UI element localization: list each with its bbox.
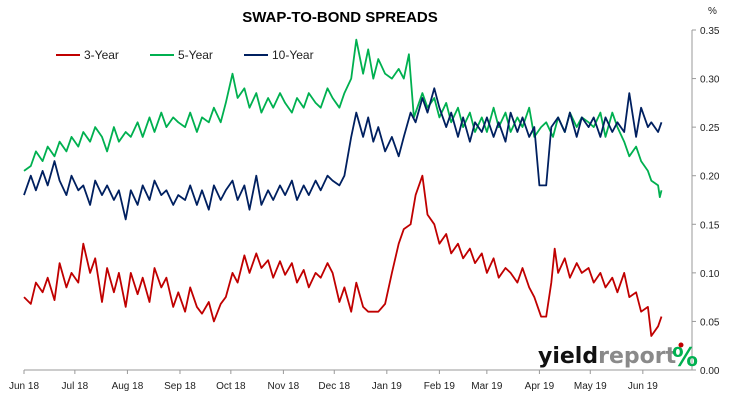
x-tick-label: Oct 18	[216, 381, 246, 392]
y-axis-unit-label: %	[708, 6, 717, 17]
y-axis-ticks: 0.00 0.05 0.10 0.15 0.20 0.25 0.30 0.35	[692, 26, 720, 377]
legend-label: 5-Year	[178, 48, 213, 62]
y-tick-label: 0.00	[700, 366, 720, 377]
x-tick-label: Feb 19	[424, 381, 456, 392]
chart-title: SWAP-TO-BOND SPREADS	[242, 9, 438, 26]
plot-area	[24, 30, 693, 371]
series-line-5-year	[23, 38, 663, 199]
legend-label: 3-Year	[84, 48, 119, 62]
x-tick-label: Mar 19	[471, 381, 503, 392]
x-tick-label: Jun 18	[9, 381, 39, 392]
logo-dot-icon	[678, 342, 684, 348]
y-tick-label: 0.10	[700, 269, 720, 280]
x-axis-ticks: Jun 18 Jul 18 Aug 18 Sep 18 Oct 18 Nov 18 Dec …	[9, 370, 658, 392]
series-line-3-year	[23, 174, 663, 337]
x-tick-label: Jun 19	[628, 381, 658, 392]
y-tick-label: 0.15	[700, 220, 720, 231]
y-tick-label: 0.05	[700, 317, 720, 328]
x-tick-label: Jan 19	[372, 381, 402, 392]
x-tick-label: Apr 19	[525, 381, 555, 392]
x-tick-label: May 19	[574, 381, 607, 392]
series-lines	[23, 38, 663, 337]
x-tick-label: Nov 18	[268, 381, 300, 392]
logo-percent-icon: %	[672, 343, 698, 373]
logo-word-report: report	[598, 344, 676, 369]
logo-word-yield: yield	[538, 344, 598, 369]
x-tick-label: Sep 18	[164, 381, 196, 392]
y-tick-label: 0.25	[700, 123, 720, 134]
y-tick-label: 0.20	[700, 172, 720, 183]
x-tick-label: Aug 18	[112, 381, 144, 392]
logo-text: yieldreport	[538, 344, 677, 369]
legend-label: 10-Year	[272, 48, 314, 62]
y-tick-label: 0.35	[700, 26, 720, 37]
y-tick-label: 0.30	[700, 75, 720, 86]
x-tick-label: Dec 18	[318, 381, 350, 392]
yieldreport-logo: yieldreport %	[538, 342, 698, 373]
x-tick-label: Jul 18	[62, 381, 89, 392]
series-line-10-year	[23, 87, 663, 221]
legend: 3-Year 5-Year 10-Year	[56, 48, 314, 62]
